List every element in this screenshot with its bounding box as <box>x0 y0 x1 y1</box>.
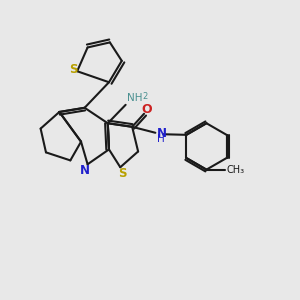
Text: N: N <box>80 164 90 177</box>
Text: S: S <box>118 167 127 180</box>
Text: H: H <box>157 134 165 144</box>
Text: NH: NH <box>127 93 142 103</box>
Text: O: O <box>142 103 152 116</box>
Text: N: N <box>157 127 167 140</box>
Text: CH₃: CH₃ <box>226 165 244 175</box>
Text: S: S <box>69 63 78 76</box>
Text: 2: 2 <box>142 92 147 101</box>
